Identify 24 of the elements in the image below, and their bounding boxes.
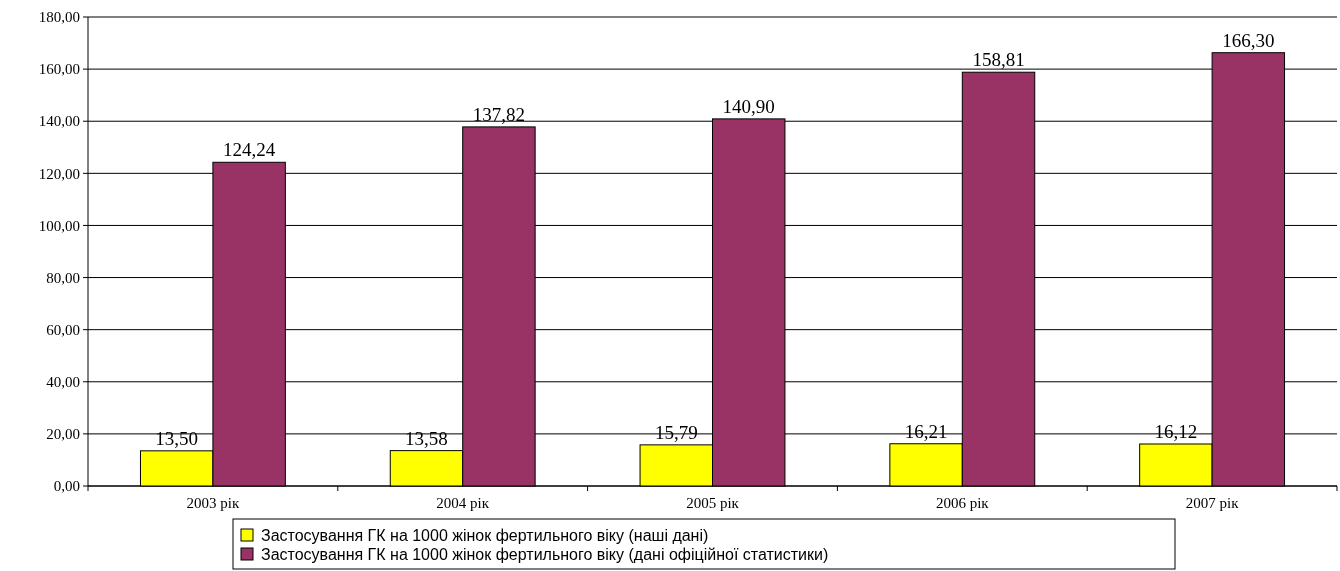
x-tick-label: 2007 рік [1185, 495, 1240, 511]
y-tick-label: 20,00 [46, 426, 80, 443]
data-label: 140,90 [722, 95, 775, 117]
data-label: 13,50 [155, 427, 199, 449]
y-tick-label: 80,00 [46, 269, 80, 286]
data-label: 13,58 [405, 427, 448, 449]
legend-label: Застосування ГК на 1000 жінок фертильного віку (наші дані) [261, 526, 709, 544]
data-label: 158,81 [972, 49, 1025, 71]
y-tick-label: 40,00 [46, 374, 80, 391]
y-tick-label: 100,00 [38, 217, 80, 234]
y-tick-label: 140,00 [38, 113, 80, 130]
x-tick-label: 2006 рік [935, 495, 990, 511]
x-tick-label: 2004 рік [436, 495, 490, 511]
legend-label: Застосування ГК на 1000 жінок фертильного віку (дані офіційної статистики) [261, 545, 829, 563]
data-label: 137,82 [472, 103, 526, 125]
y-tick-label: 180,00 [38, 9, 80, 26]
data-label: 124,24 [223, 139, 276, 161]
y-tick-label: 60,00 [46, 321, 80, 338]
x-tick-label: 2003 рік [186, 495, 240, 511]
y-tick-label: 120,00 [38, 165, 80, 182]
y-tick-label: 0,00 [53, 478, 80, 495]
x-tick-label: 2005 рік [686, 495, 740, 511]
data-label: 166,30 [1222, 29, 1275, 51]
y-tick-label: 160,00 [38, 61, 80, 78]
